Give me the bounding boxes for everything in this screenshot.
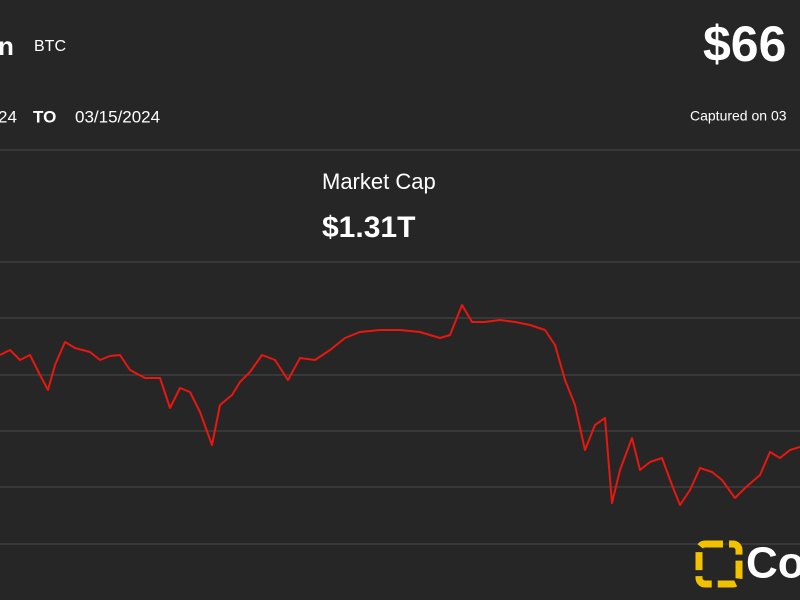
chart-subtitle: $1.31T <box>322 211 415 244</box>
to-label: TO <box>33 107 56 126</box>
asset-name: n <box>0 31 14 61</box>
price: $66 <box>703 16 786 72</box>
logo-text: Co <box>746 539 800 588</box>
logo-icon <box>695 540 743 588</box>
grid <box>0 261 800 545</box>
captured-on: Captured on 03 <box>690 108 787 124</box>
asset-symbol: BTC <box>34 38 66 55</box>
to-date: 03/15/2024 <box>75 107 160 126</box>
from-date: 24 <box>0 107 17 126</box>
chart-title: Market Cap <box>322 169 436 194</box>
price-line <box>0 304 800 506</box>
logo: Co <box>695 539 800 588</box>
